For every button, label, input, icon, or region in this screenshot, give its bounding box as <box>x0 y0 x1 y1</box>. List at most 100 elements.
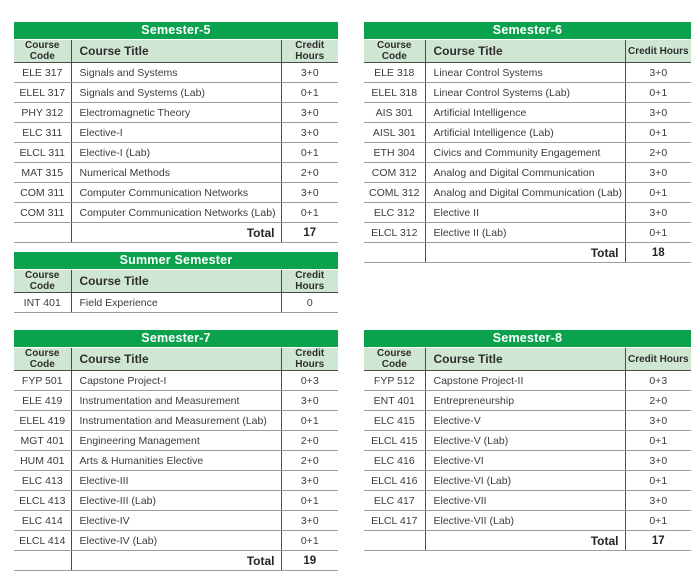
course-row: ELCL 416 Elective-VI (Lab) 0+1 <box>364 470 691 491</box>
course-code-cell: ENT 401 <box>364 390 426 411</box>
course-row: HUM 401 Arts & Humanities Elective 2+0 <box>14 450 338 471</box>
course-row: ELC 312 Elective II 3+0 <box>364 202 691 223</box>
summer-semester-title: Summer Semester <box>14 252 338 269</box>
course-row: ELC 311 Elective-I 3+0 <box>14 122 338 143</box>
course-row: ELE 318 Linear Control Systems 3+0 <box>364 62 691 83</box>
course-title-cell: Elective-VII (Lab) <box>425 510 626 531</box>
course-code-cell: ELCL 414 <box>14 530 72 551</box>
course-title-cell: Elective-V <box>425 410 626 431</box>
course-row: ELCL 417 Elective-VII (Lab) 0+1 <box>364 510 691 531</box>
course-title-cell: Elective-V (Lab) <box>425 430 626 451</box>
credit-hours-cell: 0+1 <box>625 510 691 531</box>
course-row: ELCL 414 Elective-IV (Lab) 0+1 <box>14 530 338 551</box>
total-value-cell: 17 <box>281 222 338 243</box>
total-row: Total 18 <box>364 242 691 263</box>
credit-hours-cell: 3+0 <box>281 510 338 531</box>
credit-hours-cell: 3+0 <box>625 62 691 83</box>
course-title-cell: Capstone Project-II <box>425 370 626 391</box>
course-title-header: Course Title <box>425 348 626 371</box>
credit-hours-header: Credit Hours <box>281 40 338 63</box>
total-label-cell: Total <box>71 222 282 243</box>
total-empty-cell <box>14 550 72 571</box>
credit-hours-cell: 3+0 <box>281 122 338 143</box>
credit-hours-cell: 2+0 <box>625 390 691 411</box>
course-title-header: Course Title <box>425 40 626 63</box>
course-code-header: Course Code <box>364 348 426 371</box>
course-row: PHY 312 Electromagnetic Theory 3+0 <box>14 102 338 123</box>
credit-hours-cell: 3+0 <box>625 450 691 471</box>
credit-hours-cell: 0+1 <box>625 122 691 143</box>
total-empty-cell <box>14 222 72 243</box>
course-title-cell: Elective-VII <box>425 490 626 511</box>
semester-6-grid: Course Code Course Title Credit Hours EL… <box>364 40 691 263</box>
course-code-header: Course Code <box>14 270 72 293</box>
course-title-header: Course Title <box>71 40 282 63</box>
summer-semester-grid: Course Code Course Title Credit Hours IN… <box>14 270 338 313</box>
credit-hours-header: Credit Hours <box>625 40 691 63</box>
course-code-cell: COM 312 <box>364 162 426 183</box>
course-code-cell: MAT 315 <box>14 162 72 183</box>
credit-hours-cell: 0+1 <box>281 410 338 431</box>
course-title-header: Course Title <box>71 270 282 293</box>
total-row: Total 19 <box>14 550 338 571</box>
credit-hours-cell: 3+0 <box>625 490 691 511</box>
course-code-cell: ELC 312 <box>364 202 426 223</box>
course-row: ELE 317 Signals and Systems 3+0 <box>14 62 338 83</box>
course-code-cell: ELC 413 <box>14 470 72 491</box>
course-row: MAT 315 Numerical Methods 2+0 <box>14 162 338 183</box>
course-code-cell: ELC 417 <box>364 490 426 511</box>
course-code-header: Course Code <box>14 40 72 63</box>
credit-hours-cell: 0 <box>281 292 338 313</box>
course-title-cell: Numerical Methods <box>71 162 282 183</box>
course-title-cell: Elective-IV <box>71 510 282 531</box>
course-title-cell: Elective-VI <box>425 450 626 471</box>
course-row: ELC 413 Elective-III 3+0 <box>14 470 338 491</box>
credit-hours-cell: 2+0 <box>281 450 338 471</box>
credit-hours-cell: 3+0 <box>281 390 338 411</box>
course-title-header: Course Title <box>71 348 282 371</box>
course-row: ELCL 311 Elective-I (Lab) 0+1 <box>14 142 338 163</box>
credit-hours-cell: 3+0 <box>281 470 338 491</box>
credit-hours-cell: 2+0 <box>281 430 338 451</box>
course-code-cell: COML 312 <box>364 182 426 203</box>
course-code-cell: AIS 301 <box>364 102 426 123</box>
course-title-cell: Analog and Digital Communication <box>425 162 626 183</box>
header-row: Course Code Course Title Credit Hours <box>14 270 338 293</box>
course-row: FYP 501 Capstone Project-I 0+3 <box>14 370 338 391</box>
course-row: ELC 416 Elective-VI 3+0 <box>364 450 691 471</box>
total-empty-cell <box>364 530 426 551</box>
semester-5-table: Semester-5 Course Code Course Title Cred… <box>14 22 338 243</box>
course-code-cell: FYP 501 <box>14 370 72 391</box>
semester-7-table: Semester-7 Course Code Course Title Cred… <box>14 330 338 571</box>
course-row: ELC 417 Elective-VII 3+0 <box>364 490 691 511</box>
course-title-cell: Computer Communication Networks <box>71 182 282 203</box>
total-value-cell: 17 <box>625 530 691 551</box>
credit-hours-cell: 0+1 <box>281 530 338 551</box>
credit-hours-cell: 0+1 <box>625 430 691 451</box>
credit-hours-cell: 2+0 <box>281 162 338 183</box>
course-code-cell: ELCL 413 <box>14 490 72 511</box>
credit-hours-cell: 3+0 <box>625 162 691 183</box>
course-title-cell: Elective-IV (Lab) <box>71 530 282 551</box>
course-code-cell: ELCL 416 <box>364 470 426 491</box>
credit-hours-header: Credit Hours <box>281 270 338 293</box>
course-code-header: Course Code <box>364 40 426 63</box>
total-empty-cell <box>364 242 426 263</box>
credit-hours-cell: 0+1 <box>281 142 338 163</box>
credit-hours-cell: 0+3 <box>281 370 338 391</box>
course-row: ELEL 419 Instrumentation and Measurement … <box>14 410 338 431</box>
semester-8-grid: Course Code Course Title Credit Hours FY… <box>364 348 691 551</box>
course-row: AIS 301 Artificial Intelligence 3+0 <box>364 102 691 123</box>
course-title-cell: Computer Communication Networks (Lab) <box>71 202 282 223</box>
credit-hours-cell: 3+0 <box>281 62 338 83</box>
course-code-cell: FYP 512 <box>364 370 426 391</box>
course-code-cell: ELCL 415 <box>364 430 426 451</box>
course-row: AISL 301 Artificial Intelligence (Lab) 0+1 <box>364 122 691 143</box>
course-title-cell: Engineering Management <box>71 430 282 451</box>
course-code-cell: HUM 401 <box>14 450 72 471</box>
credit-hours-cell: 0+1 <box>281 82 338 103</box>
course-code-cell: INT 401 <box>14 292 72 313</box>
course-title-cell: Arts & Humanities Elective <box>71 450 282 471</box>
course-row: COM 311 Computer Communication Networks (… <box>14 202 338 223</box>
course-title-cell: Analog and Digital Communication (Lab) <box>425 182 626 203</box>
